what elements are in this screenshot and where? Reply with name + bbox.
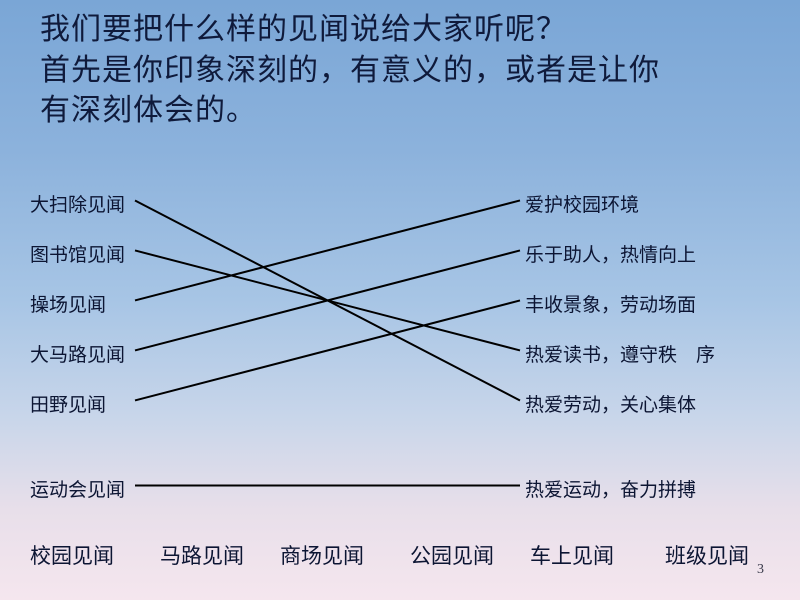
left-item: 操场见闻	[30, 290, 106, 317]
left-item: 田野见闻	[30, 390, 106, 417]
bottom-item: 公园见闻	[410, 540, 494, 570]
left-item: 图书馆见闻	[30, 240, 125, 267]
right-item: 爱护校园环境	[525, 190, 639, 217]
matching-edge	[135, 200, 520, 400]
bottom-item: 班级见闻	[665, 540, 749, 570]
matching-edge	[135, 250, 520, 350]
page-number: 3	[757, 562, 764, 578]
matching-edge	[135, 200, 520, 300]
right-item: 热爱劳动，关心集体	[525, 390, 696, 417]
heading-line-3: 有深刻体会的。	[40, 91, 760, 132]
left-item: 大马路见闻	[30, 340, 125, 367]
bottom-item: 商场见闻	[280, 540, 364, 570]
bottom-item: 车上见闻	[530, 540, 614, 570]
right-item: 热爱运动，奋力拼搏	[525, 475, 696, 502]
matching-edge	[135, 300, 520, 400]
right-item: 乐于助人，热情向上	[525, 240, 696, 267]
bottom-item: 校园见闻	[30, 540, 114, 570]
right-item: 丰收景象，劳动场面	[525, 290, 696, 317]
matching-edge	[135, 250, 520, 350]
right-item: 热爱读书，遵守秩 序	[525, 340, 715, 367]
left-item: 运动会见闻	[30, 475, 125, 502]
heading-block: 我们要把什么样的见闻说给大家听呢？ 首先是你印象深刻的，有意义的，或者是让你 有…	[40, 10, 760, 132]
heading-line-2: 首先是你印象深刻的，有意义的，或者是让你	[40, 51, 760, 92]
left-item: 大扫除见闻	[30, 190, 125, 217]
bottom-item: 马路见闻	[160, 540, 244, 570]
heading-line-1: 我们要把什么样的见闻说给大家听呢？	[40, 10, 760, 51]
